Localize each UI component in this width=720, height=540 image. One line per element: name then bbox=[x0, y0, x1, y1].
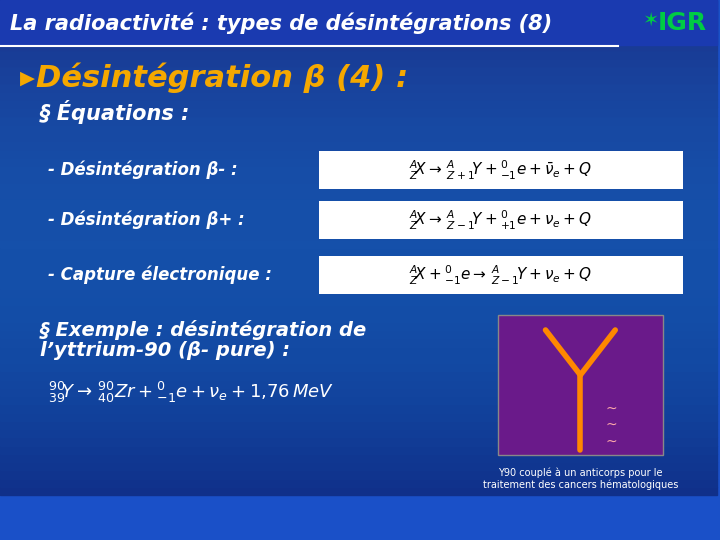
FancyBboxPatch shape bbox=[319, 201, 683, 239]
Bar bbox=[0, 116, 717, 124]
Text: - Désintégration β+ :: - Désintégration β+ : bbox=[48, 211, 245, 229]
Text: l’yttrium-90 (β- pure) :: l’yttrium-90 (β- pure) : bbox=[40, 341, 290, 360]
Bar bbox=[0, 148, 717, 157]
Text: - Capture électronique :: - Capture électronique : bbox=[48, 266, 271, 284]
Bar bbox=[0, 74, 717, 83]
Bar bbox=[0, 0, 717, 45]
Bar bbox=[0, 388, 717, 396]
Bar bbox=[0, 413, 717, 421]
Text: $^A_Z\!X + ^0_{-1}e \rightarrow\, ^A_{Z-1}\!Y + \nu_e + Q$: $^A_Z\!X + ^0_{-1}e \rightarrow\, ^A_{Z-… bbox=[409, 264, 592, 287]
FancyBboxPatch shape bbox=[319, 151, 683, 189]
Bar bbox=[0, 107, 717, 116]
Bar bbox=[0, 380, 717, 388]
Bar bbox=[0, 404, 717, 413]
Bar bbox=[0, 372, 717, 380]
Bar bbox=[0, 231, 717, 239]
Bar bbox=[0, 198, 717, 206]
Bar bbox=[0, 222, 717, 231]
Bar bbox=[0, 83, 717, 91]
Bar bbox=[0, 239, 717, 247]
Text: $^A_Z\!X \rightarrow\, ^A_{Z+1}\!Y + ^0_{-1}e + \bar{\nu}_e + Q$: $^A_Z\!X \rightarrow\, ^A_{Z+1}\!Y + ^0_… bbox=[409, 158, 593, 181]
Text: - Désintégration β- :: - Désintégration β- : bbox=[48, 161, 238, 179]
Text: La radioactivité : types de désintégrations (8): La radioactivité : types de désintégrati… bbox=[10, 12, 552, 33]
Bar bbox=[0, 478, 717, 487]
Bar bbox=[0, 454, 717, 462]
Bar bbox=[0, 165, 717, 173]
Text: ✶: ✶ bbox=[643, 10, 659, 30]
Bar bbox=[0, 363, 717, 372]
Bar bbox=[0, 289, 717, 297]
Bar bbox=[0, 124, 717, 132]
Bar bbox=[0, 25, 717, 33]
Text: ~
~
~: ~ ~ ~ bbox=[606, 402, 617, 448]
Bar bbox=[0, 181, 717, 190]
Bar bbox=[0, 132, 717, 140]
Bar bbox=[0, 41, 717, 50]
Bar bbox=[0, 446, 717, 454]
Bar bbox=[0, 421, 717, 429]
Bar bbox=[0, 314, 717, 322]
Bar bbox=[0, 214, 717, 222]
Bar bbox=[0, 429, 717, 437]
Bar bbox=[0, 17, 717, 25]
Text: § Exemple : désintégration de: § Exemple : désintégration de bbox=[40, 320, 367, 340]
Bar bbox=[0, 0, 717, 8]
Bar bbox=[0, 437, 717, 446]
Bar bbox=[0, 470, 717, 478]
Bar bbox=[0, 91, 717, 99]
Bar bbox=[0, 347, 717, 355]
Bar bbox=[0, 8, 717, 17]
Bar bbox=[0, 206, 717, 214]
Bar bbox=[0, 280, 717, 289]
Bar bbox=[0, 50, 717, 58]
Bar bbox=[0, 247, 717, 256]
Text: Y90 couplé à un anticorps pour le
traitement des cancers hématologiques: Y90 couplé à un anticorps pour le traite… bbox=[482, 467, 678, 490]
Bar bbox=[0, 322, 717, 330]
Bar bbox=[0, 396, 717, 404]
Bar bbox=[0, 190, 717, 198]
Bar bbox=[0, 487, 717, 495]
Bar bbox=[0, 330, 717, 338]
Bar bbox=[0, 33, 717, 41]
Text: § Équations :: § Équations : bbox=[40, 100, 190, 124]
Text: $^{90}_{39}\!Y \rightarrow\, ^{90}_{40}Zr + ^0_{-1}e + \nu_e + 1{,}76\,MeV$: $^{90}_{39}\!Y \rightarrow\, ^{90}_{40}Z… bbox=[48, 380, 334, 404]
Bar bbox=[0, 264, 717, 272]
Text: Désintégration β (4) :: Désintégration β (4) : bbox=[36, 63, 408, 93]
Text: $^A_Z\!X \rightarrow\, ^A_{Z-1}\!Y + ^0_{+1}e + \nu_e + Q$: $^A_Z\!X \rightarrow\, ^A_{Z-1}\!Y + ^0_… bbox=[409, 208, 592, 232]
Bar bbox=[0, 99, 717, 107]
Bar bbox=[0, 338, 717, 347]
Bar bbox=[0, 157, 717, 165]
Text: IGR: IGR bbox=[657, 11, 707, 35]
Bar bbox=[0, 140, 717, 148]
Bar bbox=[0, 66, 717, 74]
Bar bbox=[0, 58, 717, 66]
Bar bbox=[0, 355, 717, 363]
Bar bbox=[0, 462, 717, 470]
Bar bbox=[0, 272, 717, 280]
Bar bbox=[0, 297, 717, 305]
FancyBboxPatch shape bbox=[319, 256, 683, 294]
Bar bbox=[0, 256, 717, 264]
FancyBboxPatch shape bbox=[498, 315, 662, 455]
Bar bbox=[0, 173, 717, 181]
Bar bbox=[0, 305, 717, 314]
Text: ▶: ▶ bbox=[20, 69, 35, 87]
